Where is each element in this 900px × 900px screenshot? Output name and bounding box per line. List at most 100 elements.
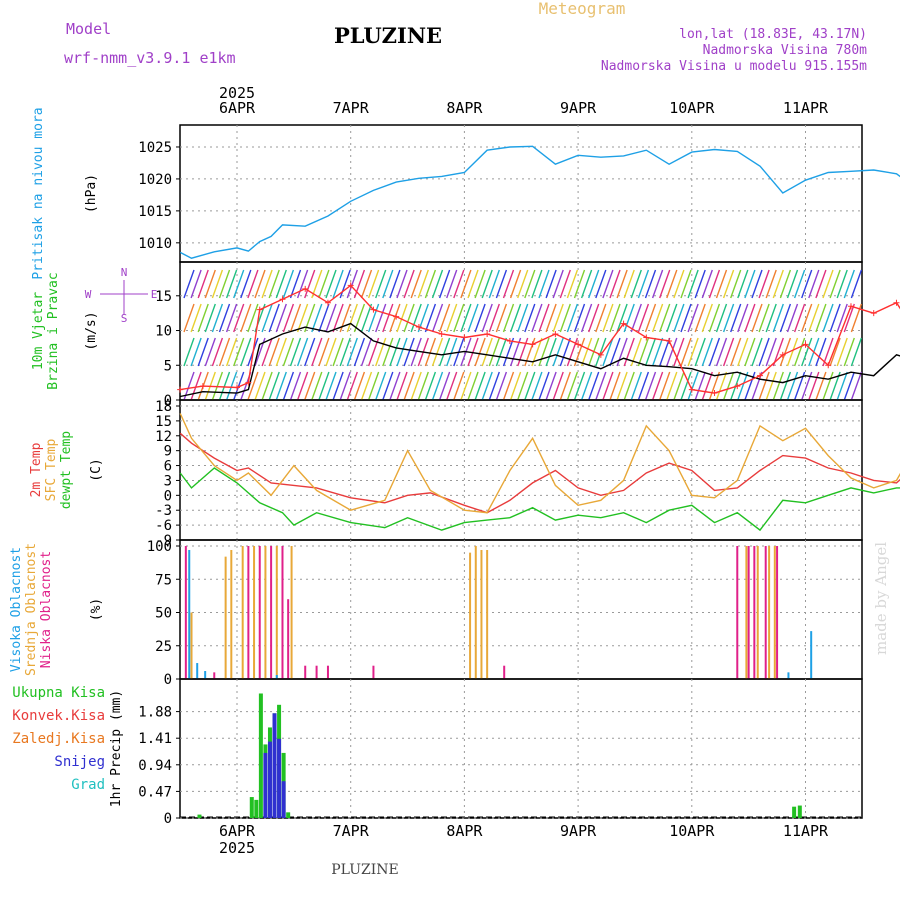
series-line-dewpoint [179,467,900,532]
wind-barb [311,303,323,333]
wind-barb [417,269,429,299]
panel-precip: 0 0.47 0.94 1.41 1.88 1hr Precip (mm) 6APR 7APR… [12,678,863,857]
wind-barb [531,269,543,299]
wind-barb [701,303,713,333]
wind-barb [311,337,323,367]
wind-barb [524,303,536,333]
wind-barb [616,303,628,333]
wind-barb [382,337,394,367]
wind-barb [517,269,529,299]
wind-barb [644,337,657,367]
wind-barb [616,371,628,401]
wind-barb [815,269,827,299]
bar-cloud_high [810,631,813,679]
wind-barb [644,303,657,333]
y-tick-label: 0 [164,488,172,504]
wind-barb [722,269,735,299]
wind-barb [659,337,671,367]
wind-barb [275,303,287,333]
y-axis-label: dewpt Temp [59,431,74,509]
y-tick-label: 10 [155,324,172,340]
series-line-wind_speed [180,322,900,398]
wind-barb [694,269,706,299]
wind-barb [822,269,834,299]
wind-barb [801,269,813,299]
wind-barb [644,371,657,401]
wind-barb [616,269,628,299]
gust-point [245,379,252,386]
bar-cloud_low [247,546,250,679]
gust-point [802,341,809,348]
y-tick-label: -3 [155,503,172,519]
wind-barb [382,269,394,299]
wind-barb [659,371,671,401]
wind-barb [737,303,749,333]
y-tick-label: 50 [155,606,172,622]
wind-barb [637,269,650,299]
wind-barb [573,303,586,333]
wind-barb [325,371,337,401]
wind-barb [602,269,614,299]
wind-barb [360,337,373,367]
wind-barb [325,303,337,333]
wind-barb [204,303,216,333]
bottom-axis-date-label: 8APR [446,822,483,840]
wind-barb [481,371,493,401]
y-tick-label: -9 [155,533,172,549]
precip-legend-item: Grad [71,777,105,793]
wind-barb [552,337,564,367]
y-tick-label: 100 [147,539,172,555]
y-tick-label: 1025 [138,140,172,156]
wind-barb [580,371,593,401]
wind-barb [325,337,337,367]
gust-point [643,334,650,341]
wind-barb [304,269,316,299]
wind-barb [616,337,628,367]
wind-barb [538,371,550,401]
wind-barb [623,303,635,333]
wind-barb [488,337,500,367]
wind-barb [722,371,735,401]
wind-barb [843,371,855,401]
wind-barb [694,303,706,333]
panel-frame [179,678,863,819]
y-tick-label: 18 [155,399,172,415]
wind-barb [850,337,863,367]
wind-barb [325,269,337,299]
wind-barb [545,303,557,333]
wind-barb [786,337,799,367]
wind-barb [431,371,444,401]
top-axis-date-label: 7APR [333,99,370,117]
wind-barb [580,269,593,299]
wind-barb [836,303,848,333]
wind-barb [687,371,699,401]
y-tick-label: 6 [164,459,172,475]
top-axis-date-label: 8APR [446,99,483,117]
bar-cloud_mid [469,552,472,679]
bar-cloud_low [753,546,756,679]
precip-legend-item: Konvek.Kisa [12,708,105,724]
wind-barb [666,269,678,299]
wind-barb [602,371,614,401]
y-axis-label: Niska Oblacnost [39,551,54,668]
compass-label: E [151,288,158,301]
wind-barb [289,371,302,401]
wind-barb [651,337,664,367]
wind-barb [687,337,699,367]
wind-barb [289,303,302,333]
wind-barb [197,303,209,333]
wind-barb [666,303,678,333]
wind-barb [708,269,721,299]
wind-barb [339,371,351,401]
wind-barb [637,303,650,333]
gust-point [279,296,286,303]
wind-barb [268,337,280,367]
gust-point [256,306,263,313]
wind-barb [332,269,344,299]
wind-barb [765,303,777,333]
y-tick-label: 1.41 [138,731,172,747]
wind-barb [559,269,571,299]
wind-barb [573,371,586,401]
wind-barb [609,371,621,401]
wind-barb [467,371,479,401]
